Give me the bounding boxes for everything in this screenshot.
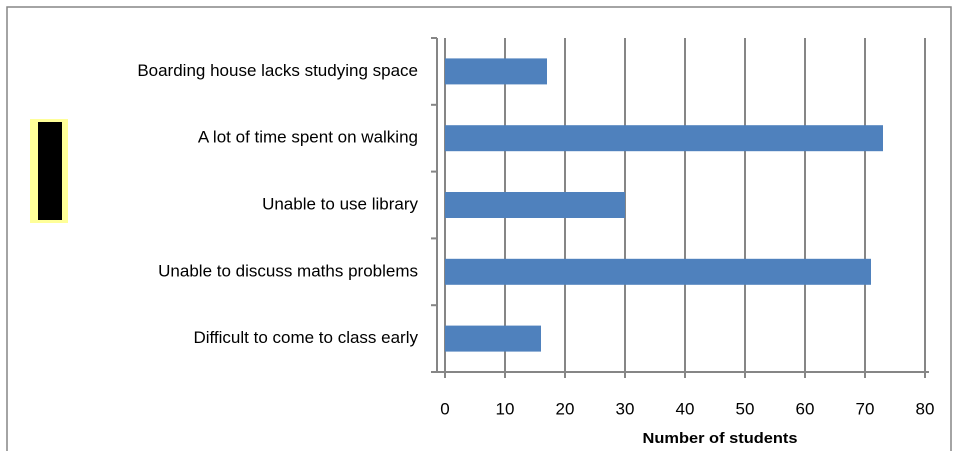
y-tick-label: Unable to use library	[262, 194, 418, 213]
bar	[445, 325, 541, 352]
x-tick-label: 0	[440, 399, 449, 418]
x-tick-label: 50	[736, 399, 755, 418]
y-axis-label-blob	[38, 122, 62, 220]
chart-border	[6, 6, 952, 451]
bar	[445, 192, 625, 218]
x-tick-label: 10	[496, 399, 515, 418]
x-tick-label: 70	[856, 399, 875, 418]
y-tick-label: Boarding house lacks studying space	[137, 61, 418, 80]
x-axis-label: Number of students	[643, 430, 798, 447]
x-tick-label: 30	[616, 399, 635, 418]
bar	[445, 125, 883, 152]
bar	[445, 258, 871, 285]
y-tick-label: Unable to discuss maths problems	[158, 261, 418, 280]
x-tick-label: 20	[556, 399, 575, 418]
bar	[445, 58, 547, 85]
x-tick-label: 40	[676, 399, 695, 418]
y-tick-label: Difficult to come to class early	[193, 328, 418, 347]
x-tick-label: 60	[796, 399, 815, 418]
x-tick-label: 80	[916, 399, 935, 418]
y-tick-label: A lot of time spent on walking	[198, 128, 418, 147]
